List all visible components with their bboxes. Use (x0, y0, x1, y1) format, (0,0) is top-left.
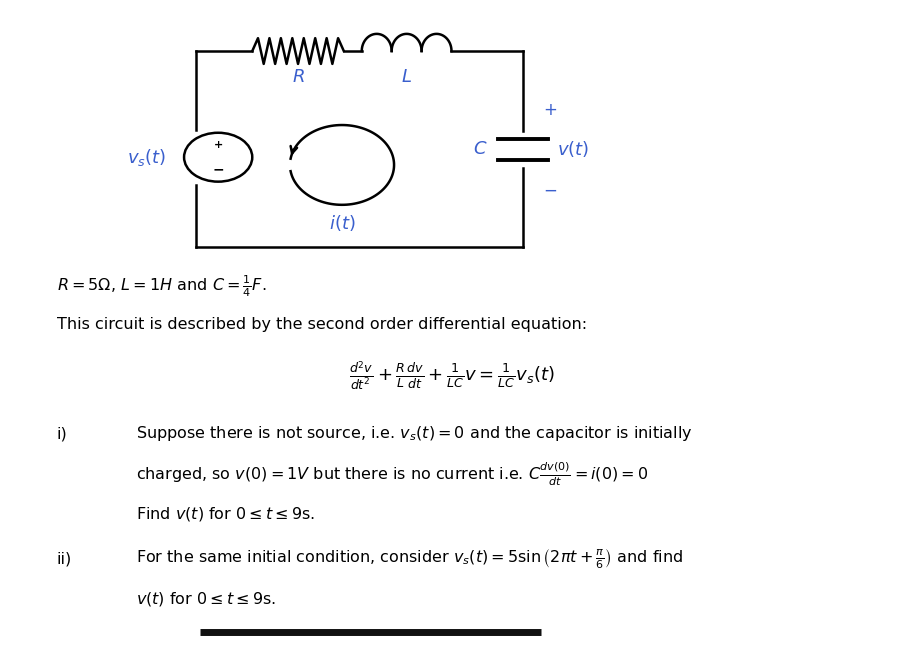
Text: $L$: $L$ (400, 67, 411, 86)
Text: $v(t)$: $v(t)$ (556, 140, 588, 160)
Text: −: − (212, 162, 224, 176)
Text: $C$: $C$ (473, 140, 487, 158)
Text: i): i) (57, 426, 68, 441)
Text: This circuit is described by the second order differential equation:: This circuit is described by the second … (57, 317, 586, 332)
Text: charged, so $v(0) = 1V$ but there is no current i.e. $C\frac{dv(0)}{dt} = i(0) =: charged, so $v(0) = 1V$ but there is no … (135, 460, 648, 488)
Text: $i(t)$: $i(t)$ (328, 213, 354, 233)
Text: $R = 5\Omega,\, L = 1H$ and $C = \frac{1}{4}F.$: $R = 5\Omega,\, L = 1H$ and $C = \frac{1… (57, 273, 266, 299)
Text: $v_s(t)$: $v_s(t)$ (126, 147, 166, 167)
Text: Suppose there is not source, i.e. $v_s(t) = 0$ and the capacitor is initially: Suppose there is not source, i.e. $v_s(t… (135, 424, 692, 443)
Text: $R$: $R$ (291, 67, 304, 86)
Text: For the same initial condition, consider $v_s(t) = 5\sin\left(2\pi t + \frac{\pi: For the same initial condition, consider… (135, 548, 682, 571)
Text: +: + (213, 140, 223, 151)
Text: $v(t)$ for $0 \leq t \leq 9$s.: $v(t)$ for $0 \leq t \leq 9$s. (135, 590, 275, 608)
Text: ii): ii) (57, 552, 72, 567)
Text: $-$: $-$ (542, 180, 557, 199)
Text: $+$: $+$ (543, 101, 557, 119)
Text: $\frac{d^2v}{dt^2} + \frac{R}{L}\frac{dv}{dt} + \frac{1}{LC}v = \frac{1}{LC}v_s(: $\frac{d^2v}{dt^2} + \frac{R}{L}\frac{dv… (348, 360, 554, 393)
Text: Find $v(t)$ for $0 \leq t \leq 9$s.: Find $v(t)$ for $0 \leq t \leq 9$s. (135, 506, 314, 523)
